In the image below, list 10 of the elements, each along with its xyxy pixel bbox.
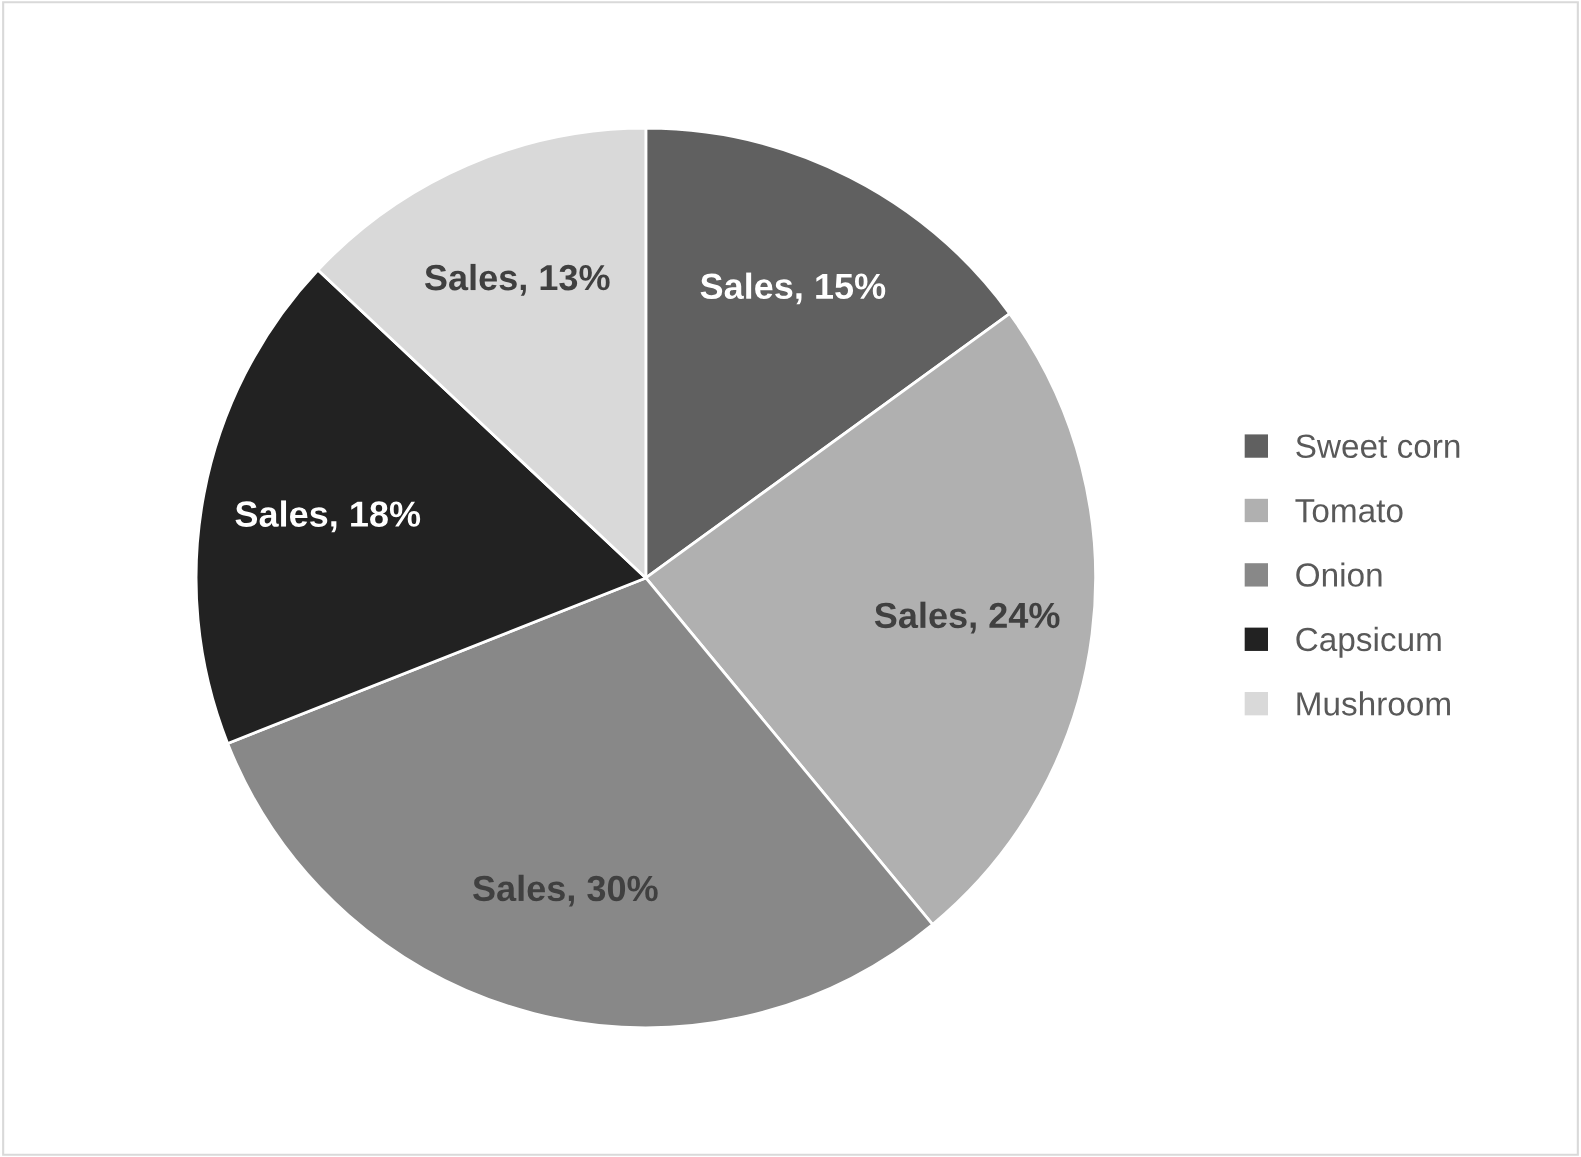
legend-label: Capsicum (1296, 626, 1441, 658)
data-label: Sales, 13% (424, 263, 610, 296)
legend-label: Tomato (1295, 499, 1403, 523)
legend-label: Mushroom (1297, 691, 1450, 716)
data-label: Sales, 24% (874, 601, 1060, 634)
data-label: Sales, 30% (472, 874, 658, 907)
data-label: Sales, 18% (235, 500, 421, 533)
legend-label: Sweet corn (1296, 434, 1460, 459)
legend-label: Onion (1296, 562, 1382, 587)
data-label: Sales, 15% (700, 272, 886, 305)
